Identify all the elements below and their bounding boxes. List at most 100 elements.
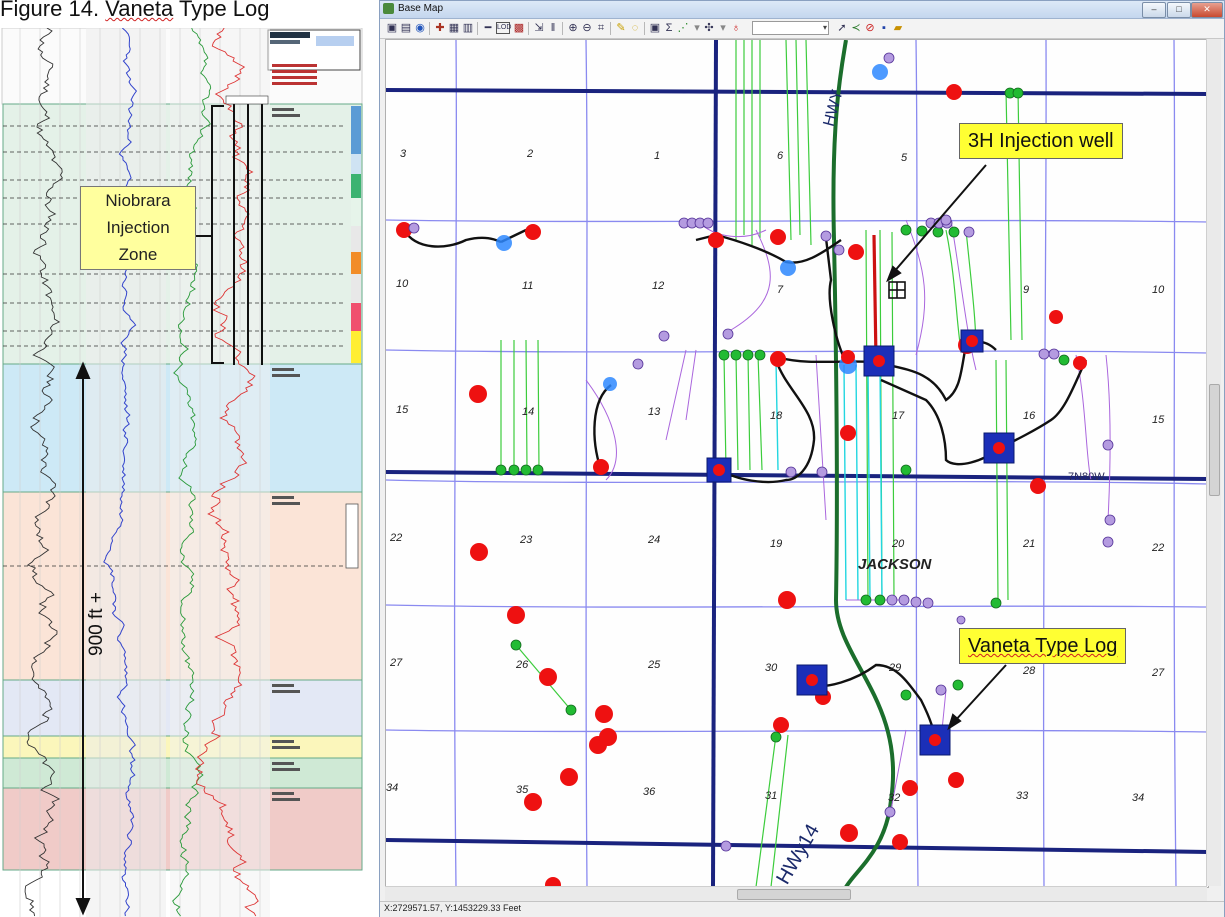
horizontal-scroll-thumb[interactable]: [737, 889, 851, 900]
pipelines: [402, 228, 1088, 746]
grid-well-icon: [888, 281, 906, 299]
section-number: 6: [777, 150, 784, 162]
maximize-button[interactable]: □: [1167, 2, 1191, 18]
callout-line-1: Niobrara: [105, 191, 171, 210]
minimize-button[interactable]: –: [1142, 2, 1166, 18]
chevron-down-icon[interactable]: ▾: [694, 22, 700, 34]
section-number: 33: [1016, 790, 1029, 802]
cursor-coordinates: X:2729571.57, Y:1453229.33 Feet: [384, 903, 521, 913]
base-map-window: Base Map – □ ✕ ▣ ▤ ◉ ✚ ▦ ▥ ━ LOD ▩ ⇲ ‖ ⊕…: [379, 0, 1225, 917]
toolbar: ▣ ▤ ◉ ✚ ▦ ▥ ━ LOD ▩ ⇲ ‖ ⊕ ⊖ ⌗ ✎ ◌ ▣ Σ ⋰ …: [380, 19, 1224, 39]
zoom-out-icon[interactable]: ⊖: [582, 22, 592, 34]
section-number: 18: [770, 410, 783, 422]
town-label: JACKSON: [858, 556, 932, 573]
arrow-icon[interactable]: ➚: [837, 22, 847, 34]
pad-wells: [713, 335, 1005, 746]
sum-icon[interactable]: Σ: [665, 22, 673, 34]
section-number: 2: [527, 148, 534, 160]
pick-icon[interactable]: ✚: [435, 22, 445, 34]
section-number: 34: [386, 782, 399, 794]
delete-icon[interactable]: ⊘: [865, 22, 875, 34]
vertical-scrollbar[interactable]: [1206, 39, 1221, 886]
map-drawing[interactable]: HWY HWy14: [386, 40, 1208, 887]
chevron-down-icon[interactable]: ▾: [720, 22, 726, 34]
section-number: 11: [522, 280, 534, 292]
section-number: 29: [889, 662, 902, 674]
well-icon[interactable]: ♁: [731, 22, 741, 34]
section-number: 31: [765, 790, 778, 802]
hwy-14-road: [831, 40, 895, 887]
lasso-icon[interactable]: ◌: [631, 22, 639, 34]
callout-line-2: Injection: [106, 218, 170, 237]
lod-icon[interactable]: LOD: [496, 22, 511, 34]
injection-lateral: [872, 234, 878, 361]
layer-select[interactable]: ▾: [752, 21, 829, 35]
section-number: 23: [520, 534, 533, 546]
zoom-extent-icon[interactable]: ⌗: [597, 22, 605, 34]
line-icon[interactable]: ‖: [550, 22, 556, 34]
map-canvas[interactable]: HWY HWy14 3 2 1 6 5 10 11 12 7 9 10 15 14 13 18 17 16 15 2…: [385, 39, 1209, 888]
section-number: 3: [400, 148, 407, 160]
section-number: 26: [516, 659, 529, 671]
niobrara-callout: Niobrara Injection Zone: [80, 186, 196, 270]
section-number: 9: [1023, 284, 1030, 296]
figure-title-prefix: Figure 14.: [0, 0, 106, 21]
ruler-icon[interactable]: ━: [484, 22, 492, 34]
section-number: 24: [648, 534, 661, 546]
zoom-in-icon[interactable]: ⊕: [568, 22, 578, 34]
title-bar[interactable]: Base Map – □ ✕: [380, 1, 1224, 19]
callout-arrows: [886, 164, 1007, 731]
close-button[interactable]: ✕: [1191, 2, 1223, 18]
section-number: 21: [1023, 538, 1036, 550]
chevron-down-icon: ▾: [822, 23, 827, 32]
road-label: 7N80W: [1068, 471, 1105, 483]
section-number: 22: [1152, 542, 1165, 554]
section-number: 13: [648, 406, 661, 418]
open-icon[interactable]: ▰: [893, 22, 903, 34]
grid-icon[interactable]: ▦: [448, 22, 460, 34]
section-number: 20: [892, 538, 905, 550]
status-bar: X:2729571.57, Y:1453229.33 Feet: [380, 901, 1224, 917]
globe-icon[interactable]: ◉: [415, 22, 425, 34]
type-log-figure: Figure 14. Vaneta Type Log: [0, 0, 372, 917]
table-icon[interactable]: ▥: [462, 22, 474, 34]
section-number: 27: [390, 657, 403, 669]
section-number: 17: [892, 410, 905, 422]
pointer-icon[interactable]: ⇲: [534, 22, 544, 34]
hwy-14-label: HWy14: [772, 820, 824, 887]
section-grid: [386, 40, 1208, 887]
section-number: 1: [654, 150, 661, 162]
type-log-callout: Vaneta Type Log: [959, 628, 1127, 664]
copy-icon[interactable]: ▣: [386, 22, 398, 34]
connect-icon[interactable]: ≺: [851, 22, 861, 34]
figure-title-suffix: Type Log: [173, 0, 270, 21]
pencil-icon[interactable]: ✎: [616, 22, 626, 34]
paste-icon[interactable]: ▤: [400, 22, 412, 34]
chart-icon[interactable]: ⋰: [677, 22, 689, 34]
vertical-scroll-thumb[interactable]: [1209, 384, 1220, 496]
section-number: 15: [1152, 414, 1165, 426]
depth-label: 900 ft +: [86, 592, 107, 656]
section-number: 22: [390, 532, 403, 544]
figure-title: Figure 14. Vaneta Type Log: [0, 0, 270, 22]
section-number: 34: [1132, 792, 1145, 804]
section-number: 16: [1023, 410, 1036, 422]
save-icon[interactable]: ▪: [882, 22, 886, 34]
section-number: 12: [652, 280, 665, 292]
callout-line-3: Zone: [118, 245, 158, 264]
figure-title-word: Vaneta: [105, 0, 174, 21]
image-icon[interactable]: ▣: [649, 22, 661, 34]
green-wells: [495, 87, 1070, 743]
section-number: 25: [648, 659, 661, 671]
section-number: 15: [396, 404, 409, 416]
cross-icon[interactable]: ✣: [704, 22, 714, 34]
injection-well-callout: 3H Injection well: [959, 123, 1123, 159]
section-number: 28: [1023, 665, 1036, 677]
section-number: 36: [643, 786, 656, 798]
section-number: 10: [1152, 284, 1165, 296]
type-log-plot: [1, 28, 363, 917]
horizontal-scrollbar[interactable]: [385, 886, 1207, 901]
green-laterals: [500, 40, 1023, 887]
calc-icon[interactable]: ▩: [513, 22, 525, 34]
highways: [386, 40, 1208, 887]
